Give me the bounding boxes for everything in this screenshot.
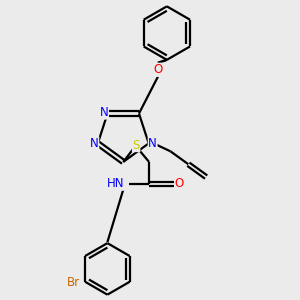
Text: N: N — [90, 137, 99, 150]
Text: N: N — [100, 106, 108, 119]
Text: HN: HN — [107, 177, 124, 190]
Text: Br: Br — [67, 276, 80, 289]
Text: O: O — [153, 63, 163, 76]
Text: O: O — [175, 177, 184, 190]
Text: N: N — [148, 137, 157, 150]
Text: S: S — [132, 139, 140, 152]
